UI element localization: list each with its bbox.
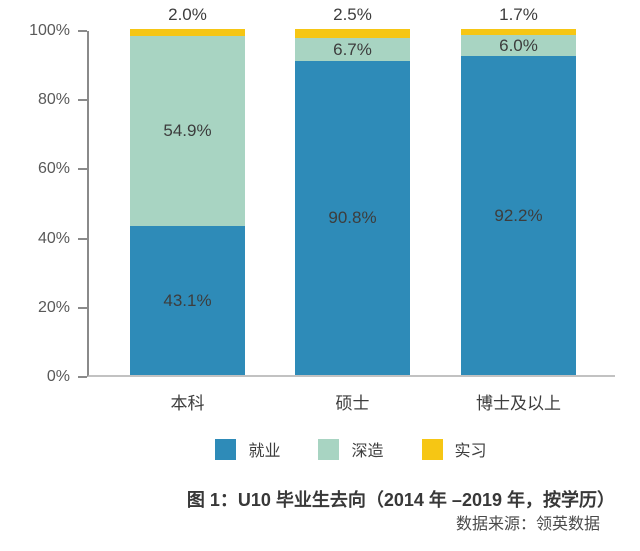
caption: 图 1：U10 毕业生去向（2014 年 –2019 年，按学历） 数据来源：领… [0,488,615,536]
y-axis-tick-label: 40% [37,229,70,247]
chart-source: 数据来源：领英数据 [455,516,600,533]
chart-title: 图 1：U10 毕业生去向（2014 年 –2019 年，按学历） [186,490,615,510]
y-axis-tick [78,376,87,378]
data-label: 54.9% [163,121,212,141]
legend-swatch-icon [318,438,340,460]
legend-label: 实习 [454,443,487,460]
legend-item-实习: 实习 [421,437,487,461]
y-axis-tick [78,99,87,102]
x-axis-label: 硕士 [335,394,370,413]
data-label-above: 2.0% [168,5,207,24]
segment-深造: 6.0% [461,35,576,56]
y-axis-tick-label: 100% [29,22,70,39]
data-label: 6.7% [333,39,372,59]
legend-label: 深造 [351,443,384,460]
data-label: 90.8% [328,208,377,228]
legend-swatch-icon [421,438,443,460]
x-axis-label: 博士及以上 [476,394,561,413]
y-axis-tick [78,237,87,240]
segment-深造: 6.7% [295,37,410,61]
segment-实习 [130,29,245,36]
legend-label: 就业 [248,443,281,460]
data-label-above: 2.5% [333,5,372,24]
bar-硕士: 90.8% 6.7% [295,29,410,375]
bar-本科: 43.1% 54.9% [130,29,245,375]
segment-实习 [295,29,410,38]
segment-实习 [461,29,576,36]
y-axis-tick-label: 0% [46,368,70,385]
y-axis-tick-label: 20% [37,298,70,316]
data-label: 92.2% [494,206,543,225]
y-axis-tick-label: 60% [37,160,70,178]
legend: 就业 深造 实习 [87,437,615,461]
y-axis-tick [78,306,87,309]
legend-swatch-icon [215,438,237,460]
y-axis-tick [78,30,87,32]
legend-item-就业: 就业 [215,437,280,461]
data-label: 43.1% [163,290,212,310]
segment-就业: 90.8% [295,60,410,375]
bar-博士及以上: 92.2% 6.0% [461,29,576,375]
legend-item-深造: 深造 [318,437,384,461]
data-label: 6.0% [499,36,538,56]
y-axis-tick-label: 80% [37,91,70,109]
y-axis-tick [78,168,87,171]
segment-就业: 92.2% [461,56,576,375]
plot-area: 2.0% 43.1% 54.9% 2.5% 90.8% 6.7% 1.7% 92.2% 6.0%… [78,5,615,413]
segment-就业: 43.1% [130,225,245,375]
x-axis-label: 本科 [170,394,205,413]
data-label-above: 1.7% [499,5,538,24]
segment-深造: 54.9% [130,35,245,226]
